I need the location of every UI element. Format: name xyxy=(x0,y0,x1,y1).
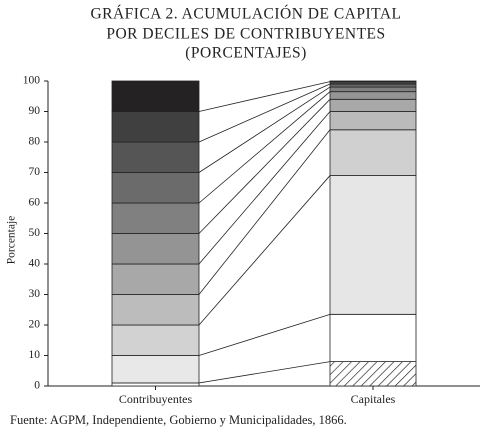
bar-segment xyxy=(111,382,200,387)
bar-segment xyxy=(111,80,200,112)
chart-title: (PORCENTAJES) xyxy=(185,45,307,62)
bar-segment xyxy=(111,263,200,295)
bar-segment xyxy=(329,361,417,387)
connector-line xyxy=(198,111,331,265)
y-tick-label: 20 xyxy=(29,319,41,331)
y-tick-label: 50 xyxy=(29,227,41,239)
bar-segment xyxy=(111,141,200,173)
connector-line xyxy=(198,81,331,112)
connector-line xyxy=(198,83,331,143)
connector-line xyxy=(198,86,331,173)
bar-segment xyxy=(329,129,417,176)
source-note: Fuente: AGPM, Independiente, Gobierno y … xyxy=(10,413,347,427)
y-tick-label: 40 xyxy=(29,258,41,270)
bar-segment xyxy=(329,83,417,88)
bar-segment xyxy=(329,175,417,315)
bar-segment xyxy=(329,98,417,112)
bar-segment xyxy=(111,294,200,326)
y-tick-label: 30 xyxy=(29,288,41,300)
bar-segment xyxy=(329,313,417,363)
x-tick-label: Capitales xyxy=(351,392,396,406)
y-tick-label: 0 xyxy=(34,380,40,392)
bar-segment xyxy=(111,324,200,356)
connector-line xyxy=(198,175,331,326)
connector-line xyxy=(198,361,331,384)
bar-segment xyxy=(329,111,417,131)
y-axis-label: Porcentaje xyxy=(6,216,18,265)
bar-segment xyxy=(111,233,200,265)
connector-line xyxy=(198,99,331,234)
y-tick-label: 70 xyxy=(29,166,41,178)
bar-segment xyxy=(329,80,417,83)
y-tick-label: 100 xyxy=(23,75,41,87)
x-tick-label: Contribuyentes xyxy=(119,392,193,406)
bar-segment xyxy=(111,355,200,384)
bar-segment xyxy=(329,91,417,100)
bar-segment xyxy=(111,111,200,143)
connector-line xyxy=(198,129,331,295)
bar-segment xyxy=(329,86,417,93)
chart-title: POR DECILES DE CONTRIBUYENTES xyxy=(106,26,385,43)
y-tick-label: 10 xyxy=(29,349,41,361)
connector-line xyxy=(198,313,331,356)
bar-segment xyxy=(111,202,200,234)
connector-line xyxy=(198,91,331,204)
y-tick-label: 90 xyxy=(29,105,41,117)
chart-title: GRÁFICA 2. ACUMULACIÓN DE CAPITAL xyxy=(90,6,401,23)
bar-segment xyxy=(111,172,200,204)
y-tick-label: 80 xyxy=(29,136,41,148)
y-tick-label: 60 xyxy=(29,197,41,209)
